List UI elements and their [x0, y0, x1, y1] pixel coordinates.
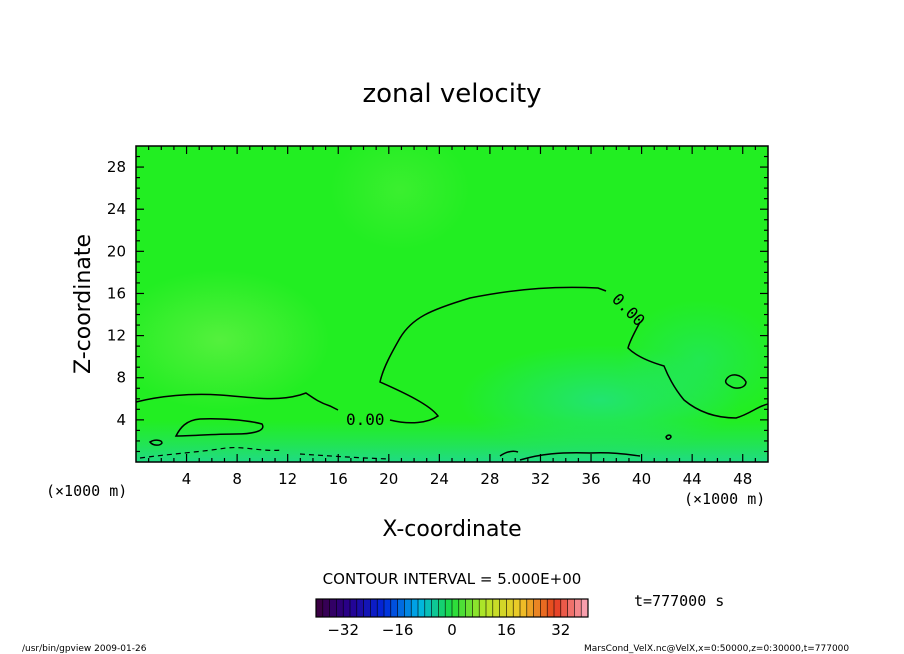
y-axis-label: Z-coordinate [71, 234, 96, 374]
colorbar-band [574, 599, 582, 617]
x-tick-label: 20 [379, 470, 398, 488]
y-tick-label: 4 [116, 411, 126, 429]
colorbar-band [492, 599, 500, 617]
colorbar-tick-label: 0 [447, 621, 457, 639]
colorbar-band [547, 599, 555, 617]
y-tick-label: 16 [107, 284, 126, 302]
colorbar-band [458, 599, 466, 617]
contour-small-loop-right [724, 374, 747, 389]
colorbar-band [560, 599, 568, 617]
zero-contour-lower-loop [174, 418, 264, 437]
colorbar-band [404, 599, 412, 617]
colorbar-band [513, 599, 521, 617]
x-tick-label: 44 [683, 470, 702, 488]
colorbar-band [370, 599, 378, 617]
colorbar-band [322, 599, 330, 617]
x-tick-label: 36 [581, 470, 600, 488]
y-tick-label: 24 [107, 200, 126, 218]
colorbar-band [533, 599, 541, 617]
x-unit-right: (×1000 m) [684, 490, 765, 508]
colorbar-tick-label: 32 [551, 621, 570, 639]
colorbar-band [350, 599, 358, 617]
chart-title: zonal velocity [362, 79, 541, 109]
colorbar-band [384, 599, 392, 617]
axis-ticks [136, 146, 768, 462]
colorbar-band [390, 599, 398, 617]
x-tick-label: 32 [531, 470, 550, 488]
colorbar-band [506, 599, 514, 617]
footer-left: /usr/bin/gpview 2009-01-26 [22, 644, 147, 654]
colorbar-band [526, 599, 534, 617]
y-tick-label: 28 [107, 158, 126, 176]
colorbar-tick-label: −32 [327, 621, 359, 639]
colorbar-band [452, 599, 460, 617]
colorbar-band [472, 599, 480, 617]
colorbar [315, 598, 589, 618]
x-tick-label: 8 [232, 470, 242, 488]
colorbar-band [431, 599, 439, 617]
colorbar-band [363, 599, 371, 617]
footer-right: MarsCond_VelX.nc@VelX,x=0:50000,z=0:3000… [584, 644, 849, 654]
x-tick-label: 40 [632, 470, 651, 488]
colorbar-band [411, 599, 419, 617]
colorbar-band [438, 599, 446, 617]
x-tick-label: 16 [329, 470, 348, 488]
colorbar-band [424, 599, 432, 617]
zero-contour-main [136, 286, 768, 424]
colorbar-band [567, 599, 575, 617]
contour-dot [665, 434, 672, 440]
x-tick-label: 12 [278, 470, 297, 488]
colorbar-tick-label: −16 [382, 621, 414, 639]
x-tick-label: 24 [430, 470, 449, 488]
colorbar-band [356, 599, 364, 617]
x-axis-label: X-coordinate [382, 517, 521, 542]
y-tick-label: 8 [116, 369, 126, 387]
colorbar-band [581, 599, 589, 617]
x-unit-left: (×1000 m) [46, 482, 127, 500]
colorbar-tick-label: 16 [497, 621, 516, 639]
x-tick-label: 28 [480, 470, 499, 488]
colorbar-band [540, 599, 548, 617]
plot-area: 0.00 0.00 4 8 12 16 20 24 28 32 36 40 44 4848121620… [107, 145, 769, 488]
colorbar-band [499, 599, 507, 617]
y-tick-label: 20 [107, 242, 126, 260]
contour-bottom-segment [499, 450, 641, 461]
contour-label-center: 0.00 [346, 410, 385, 429]
colorbar-band [445, 599, 453, 617]
colorbar-band [397, 599, 405, 617]
contour-small-loop-left [148, 439, 163, 446]
colorbar-tick-labels: −32 −16 0 16 32 [327, 621, 570, 639]
x-tick-label: 4 [182, 470, 192, 488]
colorbar-band [465, 599, 473, 617]
colorbar-band [554, 599, 562, 617]
colorbar-band [479, 599, 487, 617]
colorbar-band [520, 599, 528, 617]
x-tick-label: 48 [733, 470, 752, 488]
time-label: t=777000 s [634, 592, 724, 610]
colorbar-band [377, 599, 385, 617]
colorbar-band [316, 599, 324, 617]
field-shading [136, 146, 768, 462]
contour-negative-dashed [139, 446, 391, 460]
colorbar-band [329, 599, 337, 617]
colorbar-band [343, 599, 351, 617]
colorbar-band [418, 599, 426, 617]
y-tick-label: 12 [107, 327, 126, 345]
contour-interval: CONTOUR INTERVAL = 5.000E+00 [323, 570, 582, 588]
colorbar-band [336, 599, 344, 617]
colorbar-frame [315, 598, 589, 618]
contour-lines [136, 286, 768, 461]
colorbar-band [486, 599, 494, 617]
